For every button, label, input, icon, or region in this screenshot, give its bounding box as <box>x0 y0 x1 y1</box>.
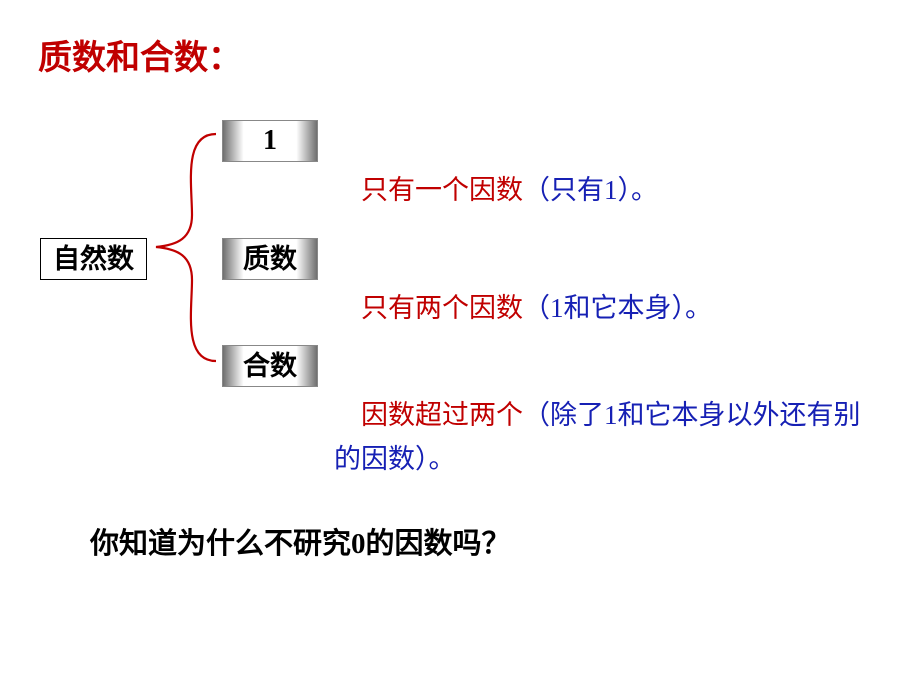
branch-box-1: 1 <box>222 120 318 162</box>
root-node: 自然数 <box>40 238 147 280</box>
branch-box-1-label: 1 <box>263 125 277 156</box>
branch-box-3-label: 合数 <box>243 351 297 381</box>
branch-desc-1-a: 只有一个因数 <box>361 175 523 205</box>
bracket <box>148 130 218 365</box>
slide: 质数和合数： 自然数 1 只有一个因数（只有1）。 质数 只有两个因数（1和它本… <box>0 0 920 690</box>
branch-desc-1: 只有一个因数（只有1）。 <box>334 124 658 256</box>
question-text: 你知道为什么不研究0的因数吗？ <box>90 520 511 562</box>
root-node-label: 自然数 <box>53 244 134 274</box>
branch-box-2-label: 质数 <box>243 244 297 274</box>
branch-desc-1-b: （只有1）。 <box>523 175 658 205</box>
branch-box-3: 合数 <box>222 345 318 387</box>
branch-desc-2-a: 只有两个因数 <box>361 293 523 323</box>
branch-desc-2-b: （1和它本身）。 <box>523 293 712 323</box>
branch-desc-3: 因数超过两个（除了1和它本身以外还有别的因数）。 <box>334 349 884 525</box>
branch-box-2: 质数 <box>222 238 318 280</box>
branch-desc-3-a: 因数超过两个 <box>361 400 523 430</box>
slide-title: 质数和合数： <box>38 30 242 79</box>
